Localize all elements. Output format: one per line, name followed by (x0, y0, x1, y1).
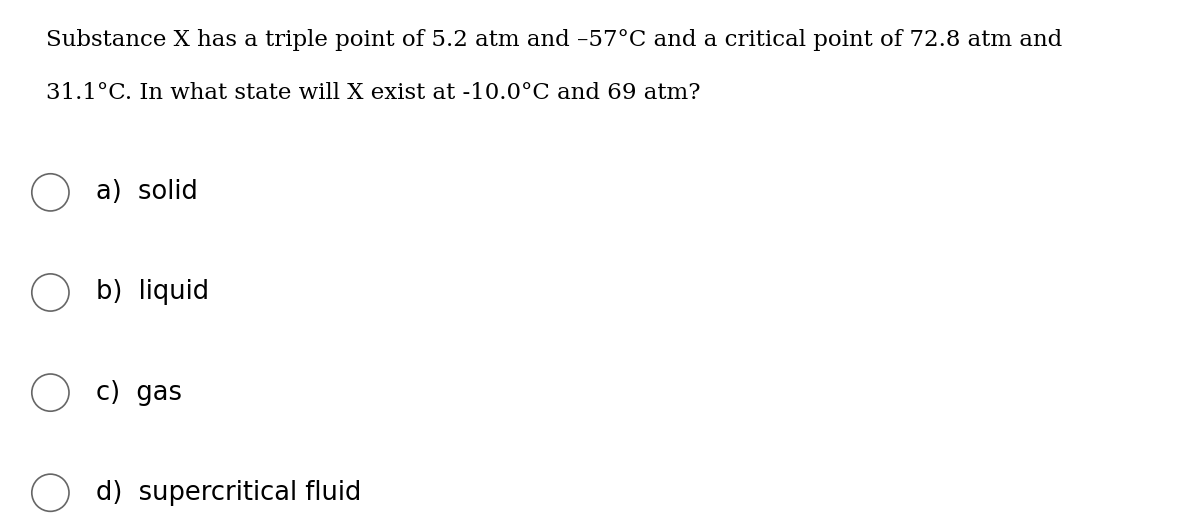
Text: c)  gas: c) gas (96, 379, 182, 406)
Text: a)  solid: a) solid (96, 179, 198, 206)
Text: Substance X has a triple point of 5.2 atm and –57°C and a critical point of 72.8: Substance X has a triple point of 5.2 at… (46, 29, 1062, 51)
Text: b)  liquid: b) liquid (96, 279, 209, 306)
Text: d)  supercritical fluid: d) supercritical fluid (96, 480, 361, 506)
Text: 31.1°C. In what state will X exist at -10.0°C and 69 atm?: 31.1°C. In what state will X exist at -1… (46, 82, 700, 104)
